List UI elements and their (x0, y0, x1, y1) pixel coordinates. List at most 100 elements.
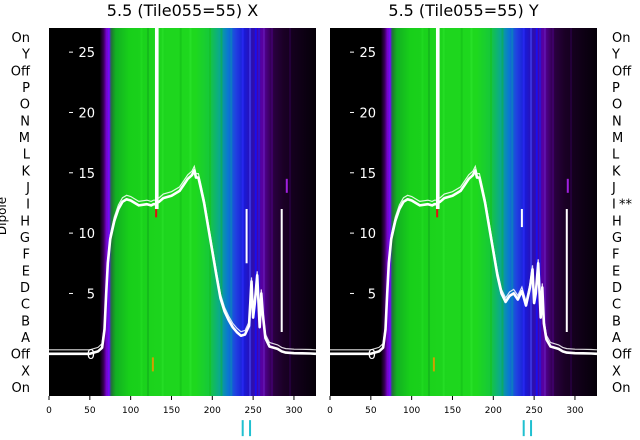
x-tick-label: 250 (526, 406, 543, 416)
dipole-label: O (612, 98, 622, 113)
stripe (262, 28, 265, 396)
dipole-label: M (612, 131, 623, 146)
panel-x: 5.5 (Tile055=55) X 0 5 10 15 20 25 0 50 100 150 2… (11, 1, 317, 437)
stripe (470, 28, 473, 396)
stripe (179, 28, 182, 396)
violet-mark (566, 178, 569, 193)
stripe (530, 28, 533, 396)
y-tick-label: 20 (78, 106, 95, 121)
dipole-label: Off (11, 348, 31, 363)
dipole-label: C (612, 298, 621, 313)
dipole-label: On (12, 381, 30, 396)
stripes (421, 28, 573, 396)
dipole-label: A (21, 331, 30, 346)
dipole-label: P (612, 81, 620, 96)
cyan-mark (241, 420, 244, 437)
x-tick-label: 0 (46, 406, 52, 416)
dipole-label: F (612, 248, 619, 263)
panel-title: 5.5 (Tile055=55) Y (388, 1, 538, 20)
x-tick-label: 300 (566, 406, 583, 416)
cyan-mark (249, 420, 252, 437)
dipole-label: L (612, 148, 620, 163)
dipole-label: On (612, 381, 630, 396)
x-tick-label: 100 (403, 406, 420, 416)
cyan-mark (530, 420, 533, 437)
dipole-label: C (21, 298, 30, 313)
stripe (501, 28, 504, 396)
marks (388, 28, 569, 437)
spectrogram (49, 28, 316, 396)
stripe (161, 28, 164, 396)
dipole-label: B (612, 314, 621, 329)
blue-line (254, 28, 257, 396)
y-tick-label: 0 (87, 348, 95, 363)
dipole-label: Off (11, 64, 31, 79)
x-tick-label: 250 (245, 406, 262, 416)
dipole-label: B (21, 314, 30, 329)
dipole-flag: ** (619, 198, 633, 213)
stripe (427, 28, 430, 396)
stripe (460, 28, 463, 396)
dipole-label: H (20, 214, 30, 229)
dipole-label: K (612, 164, 621, 179)
dipole-label: J (25, 181, 30, 196)
dipole-label: F (23, 248, 30, 263)
stripe (442, 28, 445, 396)
stripe (140, 28, 143, 396)
x-tick-label: 300 (285, 406, 302, 416)
x-tick-label: 150 (163, 406, 180, 416)
stripe (230, 28, 233, 396)
dipole-label: N (612, 114, 622, 129)
edge-line (388, 28, 391, 396)
edge-line (107, 28, 110, 396)
red-mark (436, 205, 439, 218)
dipole-label: H (612, 214, 622, 229)
stripe (146, 28, 149, 396)
x-tick-label: 150 (444, 406, 461, 416)
dipole-label: Y (21, 48, 30, 63)
y-tick-label: 10 (78, 227, 95, 242)
dipole-label: D (612, 281, 622, 296)
stripes (140, 28, 292, 396)
stripe (271, 28, 274, 396)
stripe (522, 28, 525, 396)
dipole-label: E (22, 264, 30, 279)
stripe (539, 28, 542, 396)
dipole-label: E (612, 264, 620, 279)
dipole-label: G (20, 231, 30, 246)
x-tick-label: 50 (84, 406, 96, 416)
y-axis-label: Dipole (0, 197, 9, 235)
stripe (241, 28, 244, 396)
yellow-mark (432, 357, 435, 372)
red-mark (155, 205, 158, 218)
dipole-label: X (612, 364, 621, 379)
y-tick-label: 5 (87, 287, 95, 302)
stripe (249, 28, 252, 396)
dipole-label: D (20, 281, 30, 296)
stripe (421, 28, 424, 396)
dipole-label: A (612, 331, 621, 346)
x-ticks: 0 50 100 150 200 250 300 (327, 396, 584, 416)
stripe (189, 28, 192, 396)
y-tick-label: 15 (78, 167, 95, 182)
dipole-label: On (12, 31, 30, 46)
y-tick-label: 20 (359, 106, 376, 121)
dipole-label: P (22, 81, 30, 96)
power-line-secondary (330, 164, 598, 351)
x-tick-label: 200 (204, 406, 221, 416)
y-tick-label: 25 (359, 46, 376, 61)
dipole-label: L (23, 148, 31, 163)
dipole-label: X (21, 364, 30, 379)
dipole-label: M (19, 131, 30, 146)
stripe (289, 28, 292, 396)
dipole-label: K (21, 164, 30, 179)
marks (107, 28, 288, 437)
y-tick-label: 25 (78, 46, 95, 61)
y-tick-label: 10 (359, 227, 376, 242)
stripe (511, 28, 514, 396)
x-ticks: 0 50 100 150 200 250 300 (46, 396, 303, 416)
yellow-mark (151, 357, 154, 372)
